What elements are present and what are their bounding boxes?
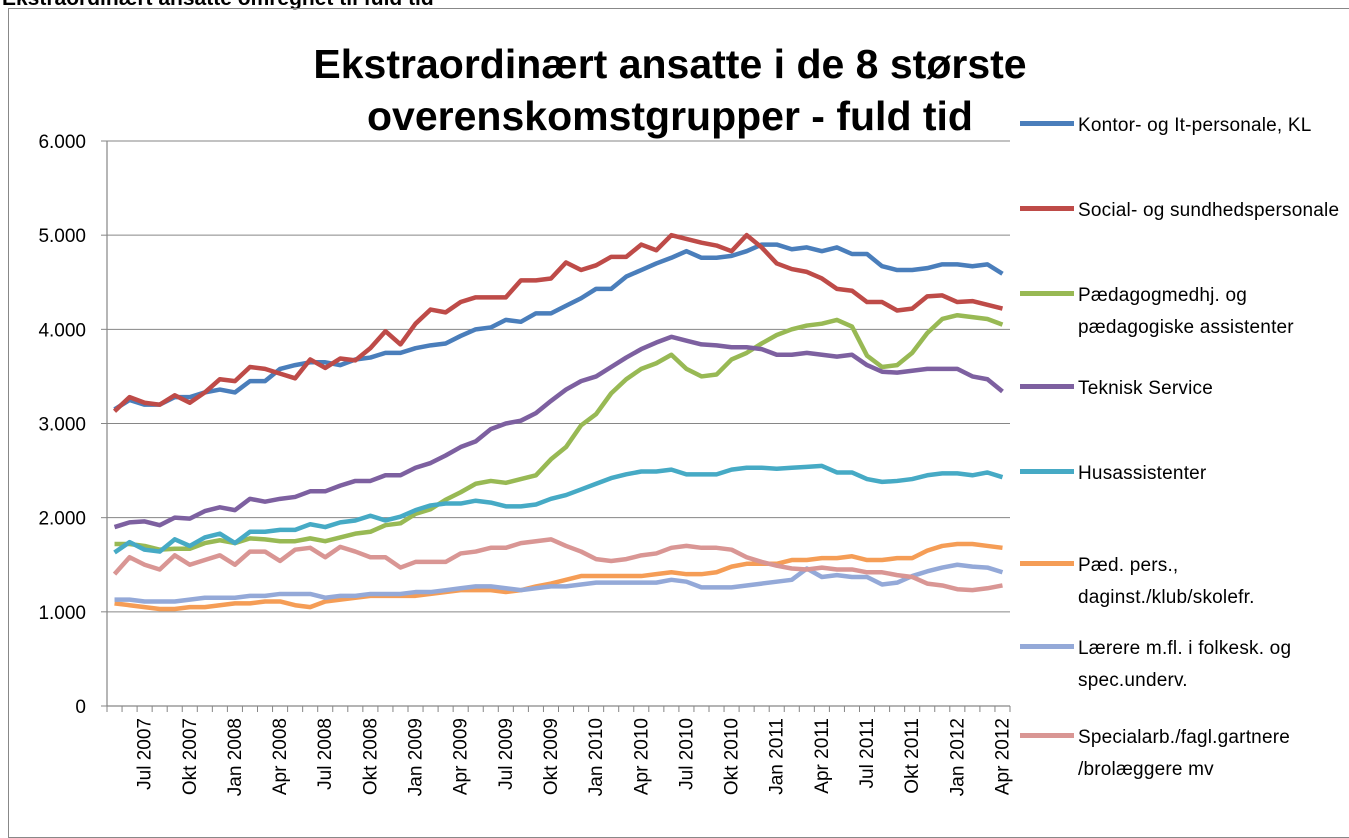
x-tick-label: Apr 2012: [992, 718, 1013, 795]
x-tick-label: Okt 2011: [902, 718, 923, 794]
y-tick-label: 1.000: [38, 603, 86, 624]
x-tick-label: Jan 2010: [586, 718, 607, 796]
legend-swatch: [1020, 469, 1074, 474]
legend-label: Lærere m.fl. i folkesk. og spec.underv.: [1078, 638, 1292, 691]
y-tick-label: 6.000: [38, 132, 86, 153]
series-line: [114, 541, 1003, 612]
series-line: [112, 232, 1004, 413]
x-tick-label: Okt 2010: [722, 718, 743, 795]
chart-title: Ekstraordinært ansatte i de 8 største ov…: [313, 41, 1027, 139]
y-tick-label: 5.000: [38, 226, 86, 247]
legend-label: Social- og sundhedspersonale: [1078, 200, 1340, 221]
x-tick-label: Apr 2011: [812, 718, 833, 794]
x-tick-label: Jan 2008: [225, 718, 246, 796]
legend-swatch: [1020, 291, 1074, 296]
y-tick-label: 0: [75, 697, 86, 718]
x-tick-label: Jan 2012: [947, 718, 968, 796]
x-tick-label: Okt 2008: [360, 718, 381, 795]
x-tick-label: Okt 2007: [180, 718, 201, 795]
legend-swatch: [1020, 206, 1074, 211]
legend-label: Teknisk Service: [1078, 378, 1213, 399]
y-tick-label: 3.000: [38, 415, 86, 436]
legend-label: Specialarb./fagl.gartnere /brolæggere mv: [1078, 727, 1291, 780]
legend-swatch: [1020, 561, 1074, 566]
legend-swatch: [1020, 733, 1074, 738]
x-tick-label: Jan 2009: [406, 718, 427, 796]
series-line: [114, 312, 1004, 552]
x-tick-label: Jul 2011: [857, 718, 878, 788]
page-header: Ekstraordinært ansatte omregnet til fuld…: [2, 0, 434, 11]
x-tick-label: Apr 2010: [631, 718, 652, 795]
x-tick-label: Jan 2011: [767, 718, 788, 795]
legend-label: Husassistenter: [1078, 463, 1207, 484]
y-tick-label: 2.000: [38, 509, 86, 530]
y-tick-label: 4.000: [38, 320, 86, 341]
legend-label: Pædagogmedhj. og pædagogiske assistenter: [1078, 285, 1294, 338]
legend-swatch: [1020, 121, 1074, 126]
series-line: [112, 537, 1003, 593]
x-tick-label: Okt 2009: [541, 718, 562, 795]
chart: 0 1.000 2.000 3.000 4.000 5.000 6.000 Jul 2007 O…: [38, 132, 1013, 796]
x-tick-label: Jul 2008: [315, 718, 336, 790]
series-line: [113, 463, 1004, 555]
series-line: [113, 334, 1004, 530]
x-tick-label: Apr 2009: [451, 718, 472, 795]
x-tick-label: Apr 2008: [270, 718, 291, 795]
series-line: [114, 562, 1004, 604]
x-tick-label: Jul 2007: [135, 718, 156, 790]
x-tick-label: Jul 2009: [496, 718, 517, 790]
x-tick-label: Jul 2010: [676, 718, 697, 790]
legend-swatch: [1020, 644, 1074, 649]
legend-label: Kontor- og It-personale, KL: [1078, 115, 1312, 136]
series-line: [113, 242, 1004, 412]
legend-label: Pæd. pers., daginst./klub/skolefr.: [1078, 555, 1255, 608]
legend-swatch: [1020, 384, 1074, 389]
